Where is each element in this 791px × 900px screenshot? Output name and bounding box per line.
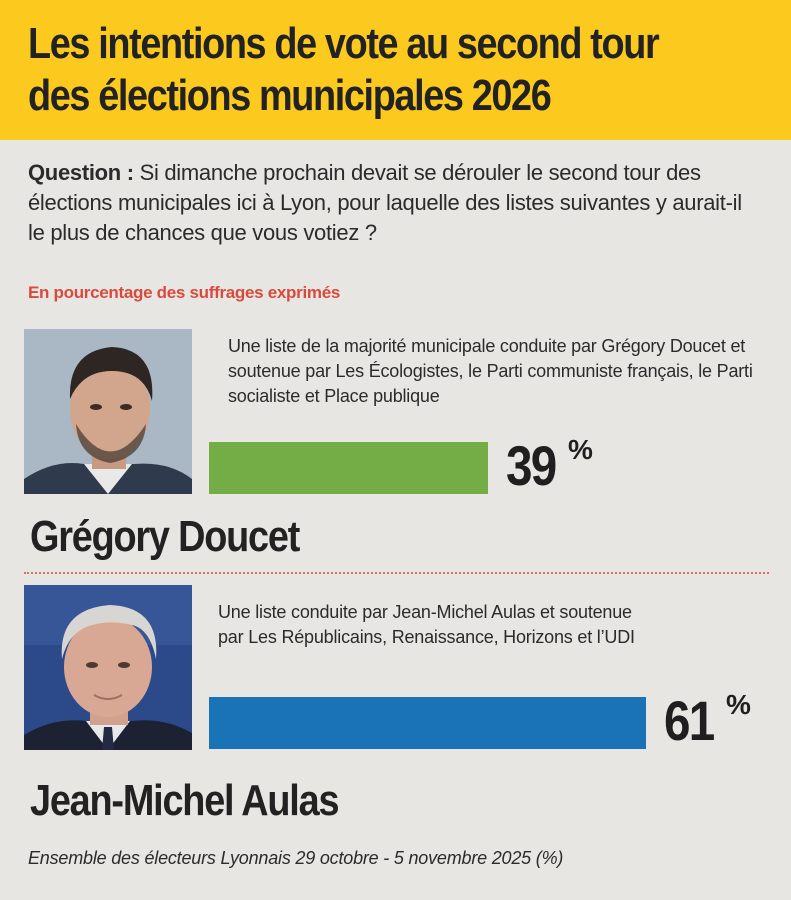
candidate-photo-doucet	[24, 329, 192, 494]
bar-aulas	[209, 697, 646, 749]
candidate-name-aulas: Jean-Michel Aulas	[30, 776, 340, 825]
candidate-name-doucet: Grégory Doucet	[30, 512, 300, 561]
question-label: Question :	[28, 160, 134, 185]
chart-subtitle: En pourcentage des suffrages exprimés	[28, 283, 341, 302]
value-label-aulas: 61	[664, 689, 715, 752]
percent-sign-doucet: %	[568, 434, 593, 465]
value-label-doucet: 39	[506, 434, 557, 497]
candidate-photo-aulas	[24, 585, 192, 750]
source-footnote: Ensemble des électeurs Lyonnais 29 octob…	[28, 848, 564, 868]
question-body: Si dimanche prochain devait se dérouler …	[28, 160, 742, 245]
title-line-2: des élections municipales 2026	[28, 71, 552, 120]
percent-sign-aulas: %	[726, 689, 751, 720]
page-title: Les intentions de vote au second tour de…	[28, 18, 664, 122]
candidate-description-aulas: Une liste conduite par Jean-Michel Aulas…	[218, 602, 635, 647]
section-divider	[24, 572, 769, 574]
header-banner	[0, 0, 791, 140]
candidate-description-doucet: Une liste de la majorité municipale cond…	[228, 336, 753, 406]
bar-doucet	[209, 442, 488, 494]
title-line-1: Les intentions de vote au second tour	[28, 19, 660, 68]
question-text: Question : Si dimanche prochain devait s…	[28, 158, 763, 248]
